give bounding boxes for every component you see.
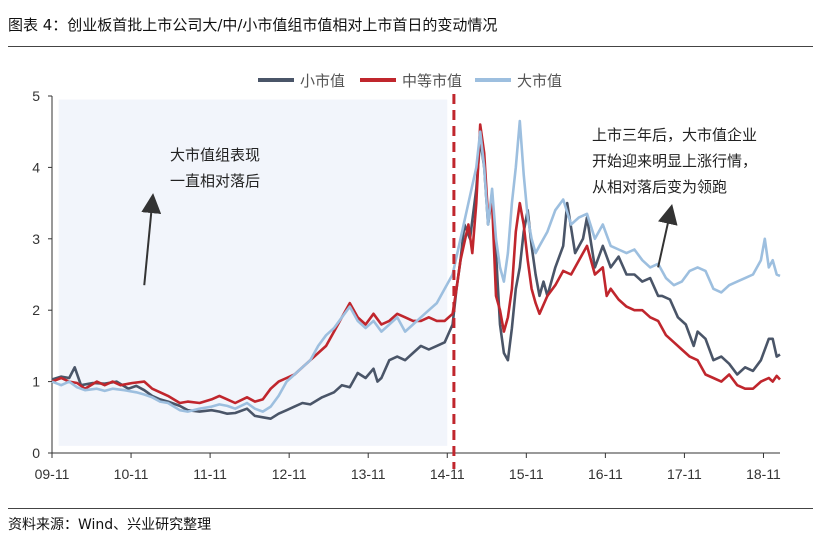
x-tick-label: 15-11 bbox=[509, 466, 544, 482]
y-tick-label: 4 bbox=[32, 159, 40, 175]
x-tick-labels: 09-11 10-11 11-11 12-11 13-11 14-11 15-11 16-11… bbox=[35, 453, 781, 482]
x-tick-label: 12-11 bbox=[272, 466, 307, 482]
y-tick-label: 0 bbox=[32, 445, 40, 461]
series-line-3 bbox=[51, 119, 781, 413]
figure-title: 图表 4：创业板首批上市公司大/中/小市值组市值相对上市首日的变动情况 bbox=[8, 16, 498, 34]
x-tick-label: 13-11 bbox=[351, 466, 386, 482]
legend-label: 小市值 bbox=[300, 72, 345, 90]
annotation-text: 开始迎来明显上涨行情， bbox=[592, 152, 757, 170]
x-tick-label: 17-11 bbox=[667, 466, 702, 482]
legend-label: 中等市值 bbox=[402, 72, 462, 90]
annotation-text: 从相对落后变为领跑 bbox=[592, 178, 727, 196]
x-tick-label: 18-11 bbox=[746, 466, 781, 482]
y-tick-label: 2 bbox=[32, 302, 40, 318]
legend: 小市值 中等市值 大市值 bbox=[258, 72, 562, 90]
x-tick-label: 10-11 bbox=[114, 466, 149, 482]
series-line-1 bbox=[51, 137, 781, 420]
series-lines bbox=[51, 119, 781, 420]
x-tick-label: 16-11 bbox=[588, 466, 623, 482]
x-tick-label: 11-11 bbox=[193, 466, 227, 482]
y-tick-label: 3 bbox=[32, 231, 40, 247]
bottom-rule bbox=[8, 508, 813, 509]
legend-label: 大市值 bbox=[517, 72, 562, 90]
y-tick-label: 1 bbox=[32, 374, 40, 390]
y-tick-labels: 0 1 2 3 4 5 bbox=[32, 88, 52, 461]
annotation-text: 大市值组表现 bbox=[170, 146, 260, 164]
annotation-arrow bbox=[141, 193, 162, 286]
x-tick-label: 14-11 bbox=[430, 466, 465, 482]
series-line-2 bbox=[51, 123, 781, 405]
source-note: 资料来源：Wind、兴业研究整理 bbox=[8, 517, 212, 533]
annotation-text: 上市三年后，大市值企业 bbox=[592, 126, 757, 144]
x-tick-label: 09-11 bbox=[35, 466, 70, 482]
top-rule bbox=[8, 46, 813, 47]
shaded-region bbox=[58, 99, 448, 446]
annotation-text: 一直相对落后 bbox=[170, 172, 260, 190]
annotation-arrow bbox=[657, 204, 678, 268]
y-tick-label: 5 bbox=[32, 88, 40, 104]
axes bbox=[51, 96, 780, 454]
